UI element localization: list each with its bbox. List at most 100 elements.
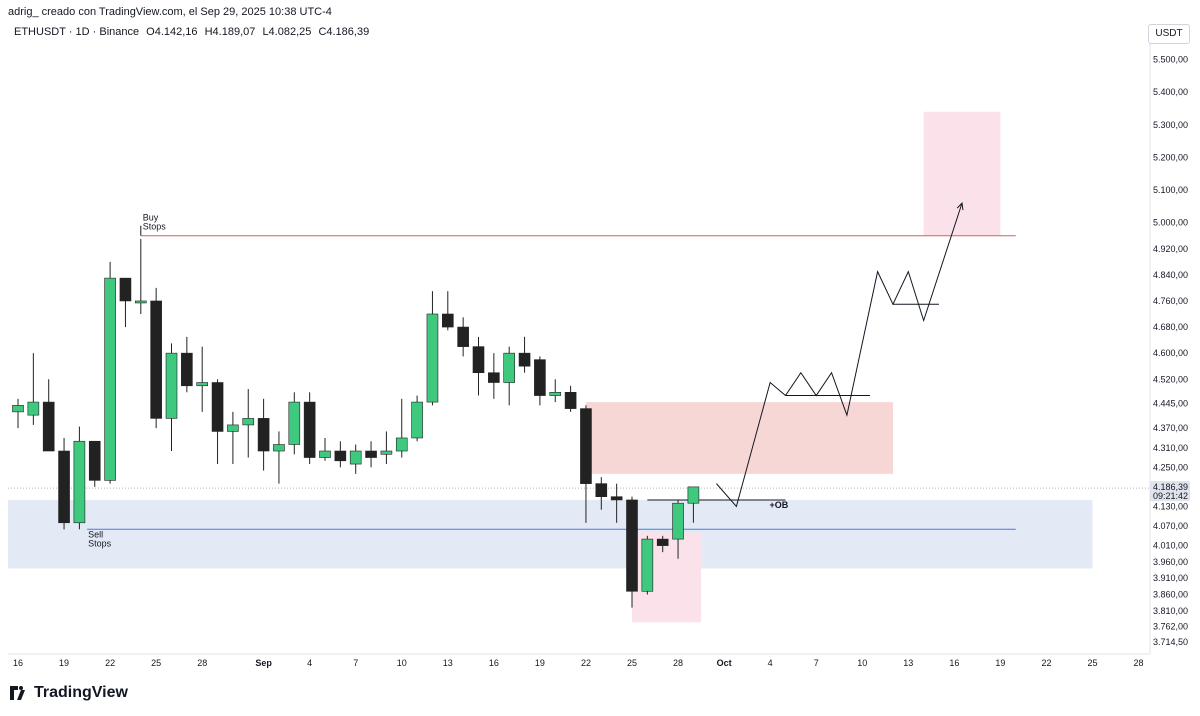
candle-1[interactable] xyxy=(27,401,40,416)
candle-32[interactable] xyxy=(503,352,516,383)
candle-39[interactable] xyxy=(610,496,623,501)
candle-2[interactable] xyxy=(42,401,55,452)
x-tick-label-20: 16 xyxy=(949,658,959,668)
demand-zone[interactable] xyxy=(8,499,1093,569)
x-tick-label-5: Sep xyxy=(255,658,272,668)
ohlc-low: L4.082,25 xyxy=(262,26,312,38)
x-tick-label-11: 19 xyxy=(535,658,545,668)
candle-11[interactable] xyxy=(181,352,193,387)
y-tick-label-12: 4.445,00 xyxy=(1153,399,1188,409)
tradingview-logo-icon xyxy=(10,686,25,700)
y-tick-label-2: 5.300,00 xyxy=(1153,120,1188,130)
x-tick-label-3: 25 xyxy=(151,658,161,668)
candle-25[interactable] xyxy=(395,437,408,452)
x-tick-label-18: 10 xyxy=(857,658,867,668)
candle-3[interactable] xyxy=(58,450,70,524)
candle-6[interactable] xyxy=(104,277,116,481)
candle-7[interactable] xyxy=(119,277,132,302)
x-tick-label-13: 25 xyxy=(627,658,637,668)
candle-36[interactable] xyxy=(564,391,577,409)
y-tick-label-8: 4.760,00 xyxy=(1153,296,1188,306)
sell-stops-label-line1: Sell xyxy=(88,529,103,539)
candle-40[interactable] xyxy=(626,499,638,592)
ob-label: +OB xyxy=(770,500,789,510)
candle-18[interactable] xyxy=(288,401,301,445)
candle-28[interactable] xyxy=(441,313,454,328)
candle-4[interactable] xyxy=(73,440,86,524)
candle-0[interactable] xyxy=(12,405,24,413)
candle-34[interactable] xyxy=(534,359,546,396)
y-tick-label-23: 3.762,00 xyxy=(1153,622,1188,632)
candle-10[interactable] xyxy=(165,352,178,419)
x-tick-label-7: 7 xyxy=(353,658,358,668)
x-tick-label-24: 28 xyxy=(1134,658,1144,668)
projection-path[interactable] xyxy=(716,202,963,508)
brand-name: TradingView xyxy=(34,684,128,701)
candle-12[interactable] xyxy=(196,382,208,387)
x-tick-label-4: 28 xyxy=(197,658,207,668)
candle-26[interactable] xyxy=(411,401,423,439)
candle-24[interactable] xyxy=(380,450,393,455)
candle-41[interactable] xyxy=(641,538,654,592)
x-tick-label-22: 22 xyxy=(1041,658,1051,668)
candle-27[interactable] xyxy=(426,313,439,403)
candle-23[interactable] xyxy=(365,450,377,458)
candle-16[interactable] xyxy=(257,418,270,452)
x-tick-label-12: 22 xyxy=(581,658,591,668)
supply-zone[interactable] xyxy=(585,402,893,474)
candle-42[interactable] xyxy=(656,538,669,546)
candle-21[interactable] xyxy=(334,450,347,462)
x-tick-label-15: Oct xyxy=(717,658,732,668)
candle-14[interactable] xyxy=(227,424,239,432)
candle-22[interactable] xyxy=(349,450,362,465)
candle-20[interactable] xyxy=(319,450,331,458)
candle-35[interactable] xyxy=(549,391,562,396)
candle-30[interactable] xyxy=(472,346,485,374)
y-tick-label-16: 4.130,00 xyxy=(1153,501,1188,511)
y-tick-label-5: 5.000,00 xyxy=(1153,218,1188,228)
candle-9[interactable] xyxy=(150,300,162,419)
ohlc-high: H4.189,07 xyxy=(204,26,256,38)
candle-17[interactable] xyxy=(273,444,285,452)
candle-43[interactable] xyxy=(672,502,684,540)
x-tick-label-16: 4 xyxy=(768,658,773,668)
candle-5[interactable] xyxy=(88,440,101,481)
candle-37[interactable] xyxy=(580,408,592,484)
x-tick-label-8: 10 xyxy=(397,658,407,668)
y-tick-label-22: 3.810,00 xyxy=(1153,606,1188,616)
y-tick-label-14: 4.310,00 xyxy=(1153,443,1188,453)
ohlc-open: O4.142,16 xyxy=(146,26,198,38)
candle-29[interactable] xyxy=(457,326,469,347)
x-tick-label-19: 13 xyxy=(903,658,913,668)
candle-33[interactable] xyxy=(518,352,531,367)
x-tick-label-10: 16 xyxy=(489,658,499,668)
candle-31[interactable] xyxy=(488,372,500,383)
x-tick-label-0: 16 xyxy=(13,658,23,668)
projection-arrowhead xyxy=(956,202,964,211)
x-tick-label-9: 13 xyxy=(443,658,453,668)
chart-attribution: adrig_ creado con TradingView.com, el Se… xyxy=(8,6,332,18)
candle-15[interactable] xyxy=(242,418,255,426)
y-tick-label-3: 5.200,00 xyxy=(1153,152,1188,162)
y-tick-label-6: 4.920,00 xyxy=(1153,244,1188,254)
y-tick-label-20: 3.910,00 xyxy=(1153,573,1188,583)
candle-19[interactable] xyxy=(303,401,316,458)
candle-44[interactable] xyxy=(687,486,700,504)
current-price-label: 4.186,39 xyxy=(1153,482,1188,492)
candle-13[interactable] xyxy=(211,382,224,432)
target-zone[interactable] xyxy=(923,111,1001,236)
currency-badge[interactable]: USDT xyxy=(1148,24,1190,44)
price-chart[interactable]: BuyStopsSellStops+OB5.500,005.400,005.30… xyxy=(0,0,1200,680)
y-tick-label-19: 3.960,00 xyxy=(1153,557,1188,567)
y-tick-label-18: 4.010,00 xyxy=(1153,541,1188,551)
x-tick-label-2: 22 xyxy=(105,658,115,668)
x-tick-label-17: 7 xyxy=(814,658,819,668)
x-tick-label-21: 19 xyxy=(995,658,1005,668)
y-tick-label-24: 3.714,50 xyxy=(1153,637,1188,647)
symbol-name[interactable]: ETHUSDT · 1D · Binance xyxy=(14,26,140,38)
candle-38[interactable] xyxy=(595,483,608,497)
y-tick-label-10: 4.600,00 xyxy=(1153,348,1188,358)
candle-8[interactable] xyxy=(135,300,147,304)
y-tick-label-11: 4.520,00 xyxy=(1153,374,1188,384)
y-tick-label-21: 3.860,00 xyxy=(1153,590,1188,600)
